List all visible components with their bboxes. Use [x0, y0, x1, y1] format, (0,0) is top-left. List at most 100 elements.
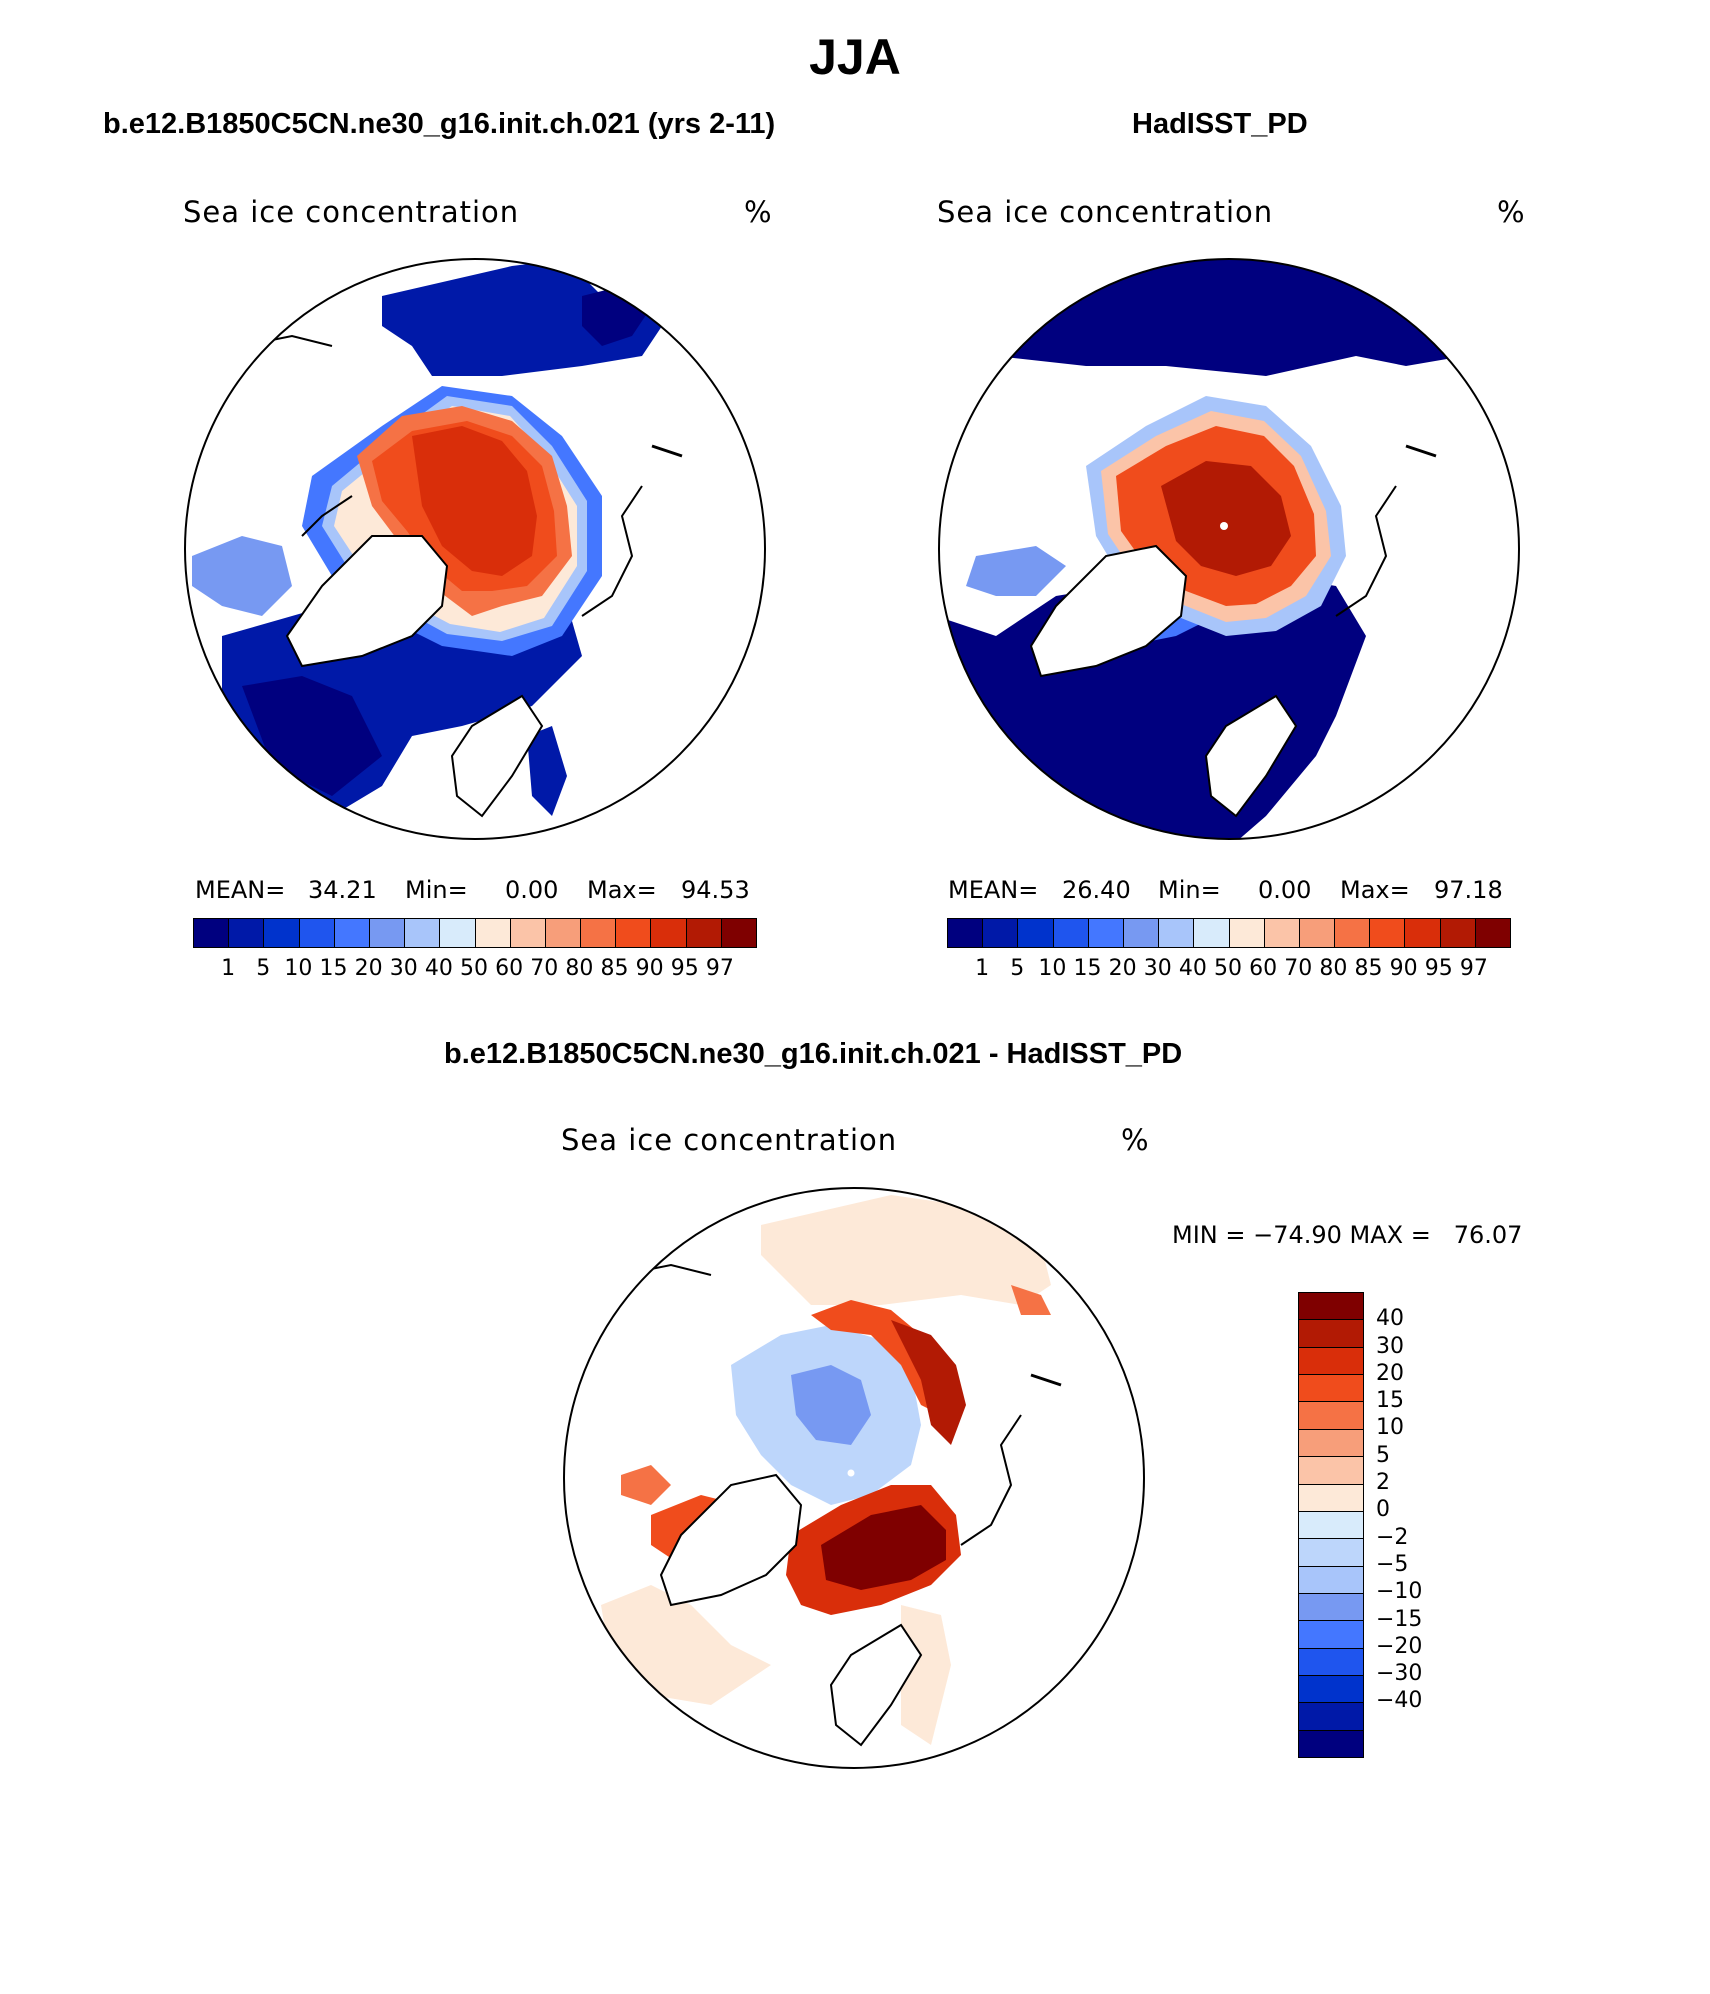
panel1-colorbar — [193, 918, 757, 948]
panel1-colorbar-swatch — [545, 919, 582, 947]
panel2-colorbar-label: 70 — [1284, 956, 1313, 981]
panel1-colorbar-label: 10 — [284, 956, 313, 981]
diff-colorbar-swatch — [1299, 1375, 1363, 1403]
diff-colorbar-label: 20 — [1376, 1360, 1404, 1386]
panel1-colorbar-label: 90 — [635, 956, 664, 981]
diff-colorbar-swatch — [1299, 1293, 1363, 1321]
panel2-title: HadISST_PD — [1132, 108, 1308, 140]
panel1-colorbar-swatch — [581, 919, 617, 947]
panel1-colorbar-swatch — [194, 919, 230, 947]
panel1-max-label: Max= — [587, 876, 657, 904]
panel1-colorbar-label: 85 — [600, 956, 629, 981]
panel1-colorbar-swatch — [264, 919, 300, 947]
panel1-colorbar-swatch — [510, 919, 546, 947]
panel1-colorbar-swatch — [334, 919, 370, 947]
panel1-colorbar-swatch — [229, 919, 265, 947]
diff-colorbar-swatch — [1299, 1484, 1363, 1512]
diff-colorbar-swatch — [1299, 1676, 1363, 1704]
panel1-colorbar-label: 95 — [670, 956, 699, 981]
diff-colorbar-label: −10 — [1376, 1579, 1423, 1605]
panel2-map — [938, 258, 1520, 840]
panel1-variable: Sea ice concentration — [183, 195, 520, 229]
panel1-colorbar-label: 1 — [221, 956, 236, 981]
panel1-colorbar-label: 60 — [495, 956, 524, 981]
panel2-colorbar-label: 97 — [1459, 956, 1488, 981]
diff-minmax: MIN = −74.90 MAX = 76.07 — [1172, 1221, 1523, 1249]
diff-colorbar-label: 40 — [1376, 1306, 1404, 1332]
diff-colorbar-label: 15 — [1376, 1388, 1404, 1414]
diff-colorbar-swatch — [1299, 1566, 1363, 1594]
panel2-colorbar-swatch — [1229, 919, 1265, 947]
diff-colorbar-swatch — [1299, 1621, 1363, 1649]
panel2-colorbar-swatch — [1405, 919, 1441, 947]
panel1-colorbar-label: 15 — [319, 956, 348, 981]
panel1-min-value: 0.00 — [505, 876, 559, 904]
panel1-colorbar-swatch — [369, 919, 406, 947]
panel1-title: b.e12.B1850C5CN.ne30_g16.init.ch.021 (yr… — [103, 108, 776, 140]
diff-colorbar-label: −30 — [1376, 1661, 1423, 1687]
panel2-min-value: 0.00 — [1258, 876, 1312, 904]
panel2-colorbar-swatch — [1475, 919, 1510, 947]
main-title: JJA — [809, 29, 901, 85]
panel2-colorbar-label: 60 — [1249, 956, 1278, 981]
panel2-colorbar-swatch — [1159, 919, 1195, 947]
panel2-colorbar-swatch — [1370, 919, 1406, 947]
diff-colorbar-swatch — [1299, 1511, 1363, 1540]
panel2-colorbar-swatch — [948, 919, 984, 947]
panel1-colorbar-swatch — [616, 919, 652, 947]
panel1-map — [184, 258, 766, 840]
panel2-colorbar-swatch — [1088, 919, 1124, 947]
diff-colorbar-swatch — [1299, 1593, 1363, 1622]
panel1-mean-label: MEAN= — [195, 876, 286, 904]
panel1-colorbar-label: 30 — [389, 956, 418, 981]
panel2-colorbar-swatch — [1053, 919, 1089, 947]
diff-colorbar-swatch — [1299, 1347, 1363, 1376]
panel1-colorbar-label: 50 — [460, 956, 488, 981]
diff-colorbar-label: 30 — [1376, 1333, 1404, 1359]
panel2-colorbar-label: 80 — [1319, 956, 1348, 981]
panel2-min-label: Min= — [1158, 876, 1221, 904]
panel1-colorbar-label: 80 — [565, 956, 594, 981]
diff-map — [563, 1187, 1145, 1769]
panel1-colorbar-label: 97 — [705, 956, 734, 981]
diff-colorbar-swatch — [1299, 1730, 1363, 1758]
panel2-colorbar-swatch — [1123, 919, 1160, 947]
diff-colorbar-swatch — [1299, 1703, 1363, 1731]
diff-colorbar-swatch — [1299, 1402, 1363, 1430]
panel1-colorbar-swatch — [405, 919, 441, 947]
panel2-colorbar-swatch — [1335, 919, 1371, 947]
panel2-colorbar — [947, 918, 1511, 948]
panel2-colorbar-label: 95 — [1424, 956, 1453, 981]
panel2-colorbar-swatch — [983, 919, 1019, 947]
panel2-colorbar-label: 30 — [1143, 956, 1172, 981]
diff-colorbar-swatch — [1299, 1648, 1363, 1677]
panel1-mean-value: 34.21 — [308, 876, 377, 904]
panel1-colorbar-label: 70 — [530, 956, 559, 981]
panel1-units: % — [744, 195, 773, 229]
panel1-colorbar-swatch — [440, 919, 476, 947]
panel2-colorbar-swatch — [1264, 919, 1300, 947]
diff-colorbar-label: 2 — [1376, 1470, 1390, 1496]
panel1-colorbar-swatch — [299, 919, 335, 947]
diff-colorbar — [1298, 1292, 1364, 1758]
panel2-max-value: 97.18 — [1434, 876, 1503, 904]
diff-colorbar-label: −40 — [1376, 1688, 1423, 1714]
panel2-colorbar-swatch — [1018, 919, 1054, 947]
panel2-colorbar-swatch — [1299, 919, 1336, 947]
panel1-colorbar-label: 5 — [256, 956, 271, 981]
diff-colorbar-swatch — [1299, 1429, 1363, 1458]
panel1-max-value: 94.53 — [681, 876, 750, 904]
panel2-mean-value: 26.40 — [1062, 876, 1131, 904]
diff-colorbar-swatch — [1299, 1320, 1363, 1348]
diff-panel-title: b.e12.B1850C5CN.ne30_g16.init.ch.021 - H… — [444, 1038, 1183, 1070]
diff-colorbar-label: 10 — [1376, 1415, 1404, 1441]
panel1-colorbar-label: 40 — [424, 956, 453, 981]
panel1-min-label: Min= — [405, 876, 468, 904]
panel2-colorbar-label: 90 — [1389, 956, 1418, 981]
panel1-colorbar-swatch — [721, 919, 756, 947]
diff-colorbar-label: −20 — [1376, 1633, 1423, 1659]
panel2-colorbar-label: 10 — [1038, 956, 1067, 981]
panel2-colorbar-label: 1 — [975, 956, 990, 981]
diff-colorbar-swatch — [1299, 1457, 1363, 1485]
panel2-colorbar-label: 50 — [1214, 956, 1242, 981]
